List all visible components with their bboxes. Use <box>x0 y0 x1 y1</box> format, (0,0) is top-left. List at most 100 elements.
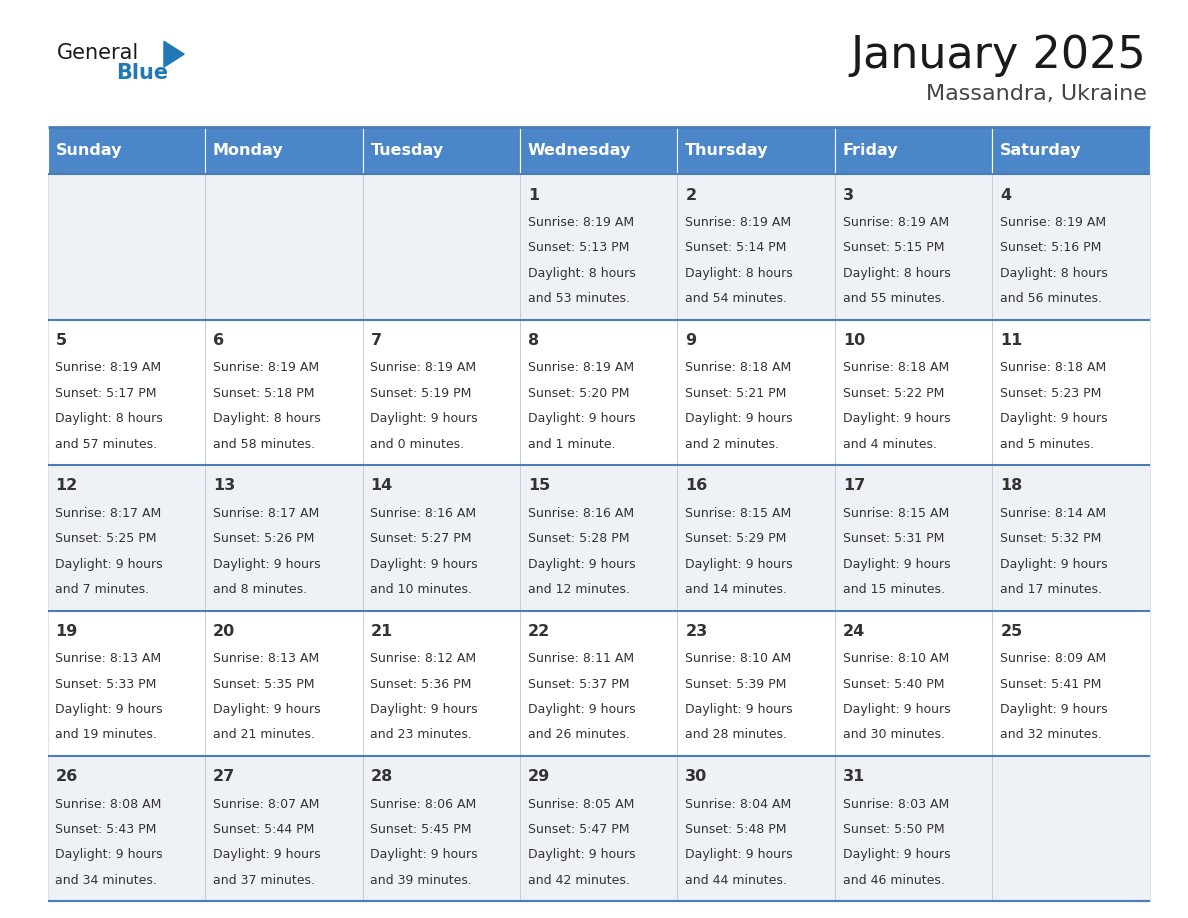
Text: Sunrise: 8:19 AM: Sunrise: 8:19 AM <box>371 362 476 375</box>
Text: Sunrise: 8:18 AM: Sunrise: 8:18 AM <box>685 362 791 375</box>
Text: Daylight: 9 hours: Daylight: 9 hours <box>527 703 636 716</box>
Text: Daylight: 9 hours: Daylight: 9 hours <box>371 848 478 861</box>
Text: and 19 minutes.: and 19 minutes. <box>56 729 157 742</box>
Text: Sunrise: 8:17 AM: Sunrise: 8:17 AM <box>213 507 320 520</box>
Bar <box>48 610 206 756</box>
Text: 30: 30 <box>685 769 708 784</box>
Text: Sunset: 5:25 PM: Sunset: 5:25 PM <box>56 532 157 545</box>
Text: Daylight: 9 hours: Daylight: 9 hours <box>685 703 794 716</box>
Text: and 21 minutes.: and 21 minutes. <box>213 729 315 742</box>
Bar <box>48 465 206 610</box>
Text: Sunset: 5:37 PM: Sunset: 5:37 PM <box>527 677 630 690</box>
Bar <box>362 127 520 174</box>
Text: and 14 minutes.: and 14 minutes. <box>685 583 788 596</box>
Bar <box>835 465 992 610</box>
Text: Sunset: 5:40 PM: Sunset: 5:40 PM <box>842 677 944 690</box>
Bar <box>48 174 206 319</box>
Text: Sunrise: 8:13 AM: Sunrise: 8:13 AM <box>56 652 162 666</box>
Text: Sunset: 5:36 PM: Sunset: 5:36 PM <box>371 677 472 690</box>
Bar <box>677 319 835 465</box>
Bar <box>362 610 520 756</box>
Bar <box>48 319 206 465</box>
Text: Blue: Blue <box>116 63 169 84</box>
Text: 18: 18 <box>1000 478 1023 493</box>
Text: 2: 2 <box>685 187 696 203</box>
Bar <box>992 319 1150 465</box>
Bar <box>206 756 362 901</box>
Text: Daylight: 9 hours: Daylight: 9 hours <box>527 412 636 425</box>
Text: 7: 7 <box>371 333 381 348</box>
Text: and 30 minutes.: and 30 minutes. <box>842 729 944 742</box>
Text: Sunrise: 8:10 AM: Sunrise: 8:10 AM <box>842 652 949 666</box>
Text: Daylight: 9 hours: Daylight: 9 hours <box>842 848 950 861</box>
Text: 26: 26 <box>56 769 77 784</box>
Text: Massandra, Ukraine: Massandra, Ukraine <box>925 84 1146 104</box>
Text: and 58 minutes.: and 58 minutes. <box>213 438 315 451</box>
Text: 31: 31 <box>842 769 865 784</box>
Text: Sunrise: 8:19 AM: Sunrise: 8:19 AM <box>842 216 949 229</box>
Text: and 4 minutes.: and 4 minutes. <box>842 438 937 451</box>
Text: and 15 minutes.: and 15 minutes. <box>842 583 944 596</box>
Text: 1: 1 <box>527 187 539 203</box>
Bar <box>520 127 677 174</box>
Text: and 56 minutes.: and 56 minutes. <box>1000 292 1102 305</box>
Text: Sunrise: 8:14 AM: Sunrise: 8:14 AM <box>1000 507 1106 520</box>
Text: Friday: Friday <box>842 143 898 158</box>
Bar <box>835 756 992 901</box>
Text: Sunrise: 8:19 AM: Sunrise: 8:19 AM <box>527 362 634 375</box>
Text: 16: 16 <box>685 478 708 493</box>
Text: Daylight: 9 hours: Daylight: 9 hours <box>527 848 636 861</box>
Text: 9: 9 <box>685 333 696 348</box>
Bar <box>520 319 677 465</box>
Text: Wednesday: Wednesday <box>527 143 631 158</box>
Text: Daylight: 9 hours: Daylight: 9 hours <box>842 412 950 425</box>
Text: Daylight: 9 hours: Daylight: 9 hours <box>842 557 950 571</box>
Text: Sunset: 5:15 PM: Sunset: 5:15 PM <box>842 241 944 254</box>
Text: and 44 minutes.: and 44 minutes. <box>685 874 788 887</box>
Text: 13: 13 <box>213 478 235 493</box>
Text: Sunset: 5:21 PM: Sunset: 5:21 PM <box>685 386 786 399</box>
Bar <box>206 610 362 756</box>
Text: Sunrise: 8:07 AM: Sunrise: 8:07 AM <box>213 798 320 811</box>
Text: Sunset: 5:23 PM: Sunset: 5:23 PM <box>1000 386 1101 399</box>
Text: Daylight: 9 hours: Daylight: 9 hours <box>371 557 478 571</box>
Text: 4: 4 <box>1000 187 1011 203</box>
Text: Daylight: 9 hours: Daylight: 9 hours <box>213 848 321 861</box>
Bar <box>992 756 1150 901</box>
Bar <box>48 127 206 174</box>
Text: Sunrise: 8:19 AM: Sunrise: 8:19 AM <box>1000 216 1106 229</box>
Text: Sunset: 5:27 PM: Sunset: 5:27 PM <box>371 532 472 545</box>
Text: Sunrise: 8:17 AM: Sunrise: 8:17 AM <box>56 507 162 520</box>
Bar <box>520 610 677 756</box>
Text: 22: 22 <box>527 623 550 639</box>
Text: Daylight: 9 hours: Daylight: 9 hours <box>1000 703 1108 716</box>
Text: and 0 minutes.: and 0 minutes. <box>371 438 465 451</box>
Text: Daylight: 9 hours: Daylight: 9 hours <box>685 412 794 425</box>
Text: 15: 15 <box>527 478 550 493</box>
Text: Sunrise: 8:16 AM: Sunrise: 8:16 AM <box>371 507 476 520</box>
Text: Daylight: 8 hours: Daylight: 8 hours <box>56 412 163 425</box>
Text: Sunset: 5:43 PM: Sunset: 5:43 PM <box>56 823 157 836</box>
Text: Daylight: 8 hours: Daylight: 8 hours <box>685 267 794 280</box>
Bar <box>677 174 835 319</box>
Text: Daylight: 9 hours: Daylight: 9 hours <box>56 557 163 571</box>
Text: Sunset: 5:35 PM: Sunset: 5:35 PM <box>213 677 315 690</box>
Bar <box>362 465 520 610</box>
Text: 5: 5 <box>56 333 67 348</box>
Text: Sunrise: 8:18 AM: Sunrise: 8:18 AM <box>1000 362 1106 375</box>
Text: Sunset: 5:20 PM: Sunset: 5:20 PM <box>527 386 630 399</box>
Text: 28: 28 <box>371 769 393 784</box>
Text: Sunset: 5:33 PM: Sunset: 5:33 PM <box>56 677 157 690</box>
Text: Sunset: 5:45 PM: Sunset: 5:45 PM <box>371 823 472 836</box>
Text: and 54 minutes.: and 54 minutes. <box>685 292 788 305</box>
Text: Sunset: 5:44 PM: Sunset: 5:44 PM <box>213 823 315 836</box>
Text: and 7 minutes.: and 7 minutes. <box>56 583 150 596</box>
Text: Sunrise: 8:11 AM: Sunrise: 8:11 AM <box>527 652 634 666</box>
Text: Sunset: 5:41 PM: Sunset: 5:41 PM <box>1000 677 1101 690</box>
Bar <box>835 174 992 319</box>
Bar <box>677 756 835 901</box>
Text: 17: 17 <box>842 478 865 493</box>
Text: 21: 21 <box>371 623 393 639</box>
Text: Daylight: 8 hours: Daylight: 8 hours <box>842 267 950 280</box>
Text: Sunrise: 8:19 AM: Sunrise: 8:19 AM <box>56 362 162 375</box>
